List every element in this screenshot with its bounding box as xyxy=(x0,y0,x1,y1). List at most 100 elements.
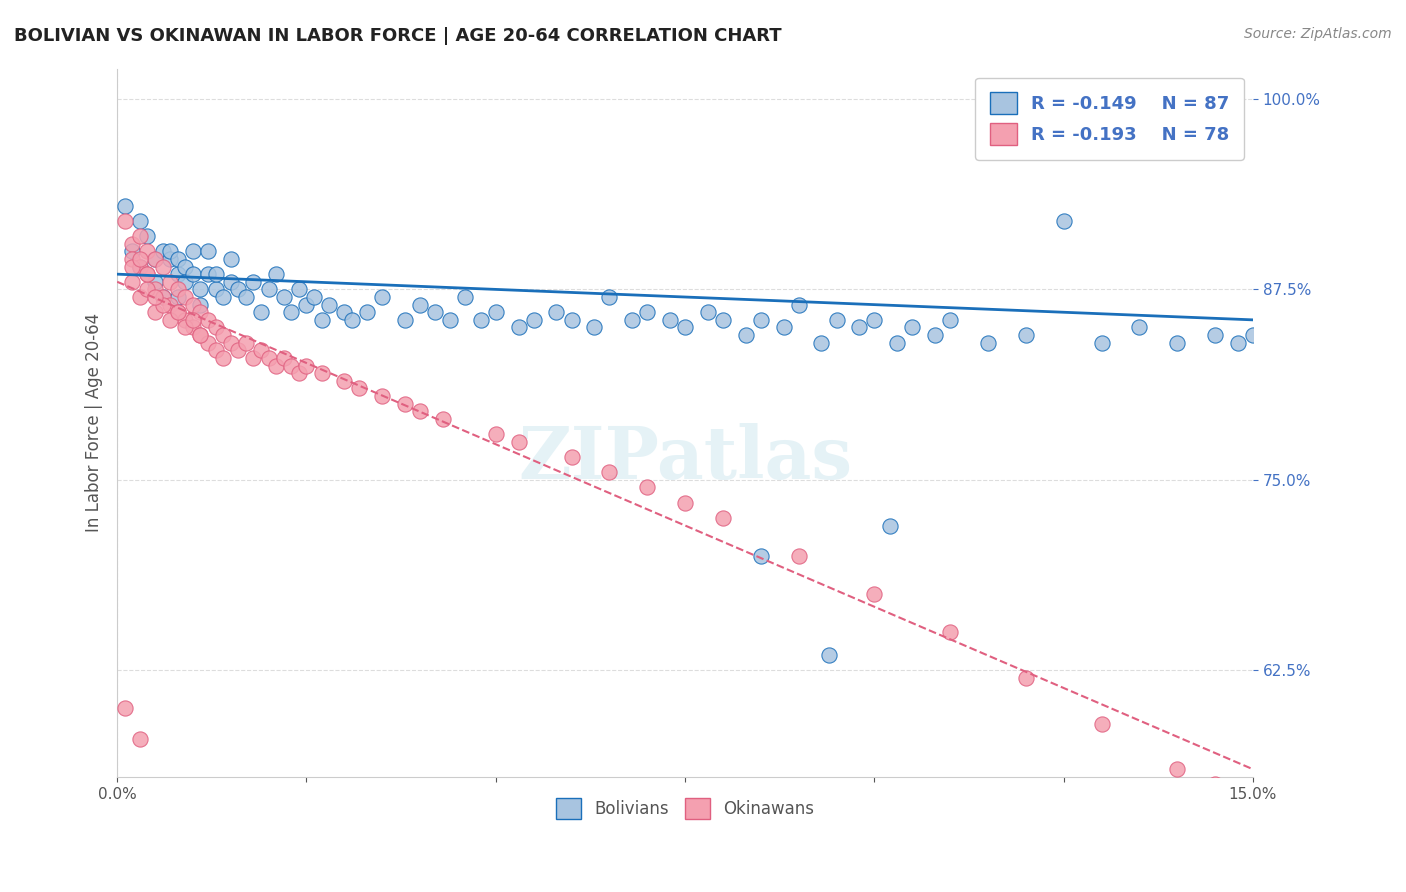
Point xyxy=(302,290,325,304)
Point xyxy=(485,305,508,319)
Point xyxy=(166,267,188,281)
Point xyxy=(166,290,188,304)
Point xyxy=(129,290,152,304)
Point xyxy=(394,397,416,411)
Point xyxy=(242,351,264,365)
Point xyxy=(121,236,143,251)
Point xyxy=(190,282,212,296)
Point xyxy=(485,427,508,442)
Point xyxy=(621,313,644,327)
Point xyxy=(749,549,772,563)
Point xyxy=(825,313,848,327)
Point xyxy=(114,199,136,213)
Point xyxy=(273,351,295,365)
Point xyxy=(166,305,188,319)
Point xyxy=(560,450,582,464)
Point xyxy=(257,282,280,296)
Point xyxy=(333,305,356,319)
Point xyxy=(228,282,250,296)
Text: ZIPatlas: ZIPatlas xyxy=(517,423,852,493)
Point xyxy=(848,320,870,334)
Point xyxy=(1241,793,1264,807)
Point xyxy=(560,313,582,327)
Point xyxy=(432,412,454,426)
Point xyxy=(636,480,658,494)
Point xyxy=(288,366,311,380)
Point xyxy=(318,298,340,312)
Point xyxy=(136,244,159,259)
Point xyxy=(174,313,197,327)
Point xyxy=(219,275,242,289)
Point xyxy=(181,267,204,281)
Point xyxy=(1204,777,1226,791)
Point xyxy=(159,298,181,312)
Point xyxy=(212,290,235,304)
Point xyxy=(1090,716,1112,731)
Point xyxy=(977,335,1000,350)
Point xyxy=(212,351,235,365)
Point xyxy=(863,587,886,601)
Point xyxy=(749,313,772,327)
Point xyxy=(212,328,235,343)
Point xyxy=(143,305,166,319)
Point xyxy=(197,267,219,281)
Point xyxy=(152,838,174,853)
Point xyxy=(121,244,143,259)
Point xyxy=(1204,328,1226,343)
Point xyxy=(204,320,226,334)
Point xyxy=(181,298,204,312)
Point xyxy=(264,359,287,373)
Point xyxy=(810,335,832,350)
Point xyxy=(1166,335,1188,350)
Point xyxy=(143,252,166,266)
Point xyxy=(114,701,136,715)
Point xyxy=(152,260,174,274)
Point xyxy=(143,252,166,266)
Point xyxy=(508,434,530,449)
Point xyxy=(696,305,718,319)
Point xyxy=(711,313,734,327)
Point xyxy=(174,290,197,304)
Point xyxy=(166,305,188,319)
Point xyxy=(1015,671,1038,685)
Point xyxy=(711,511,734,525)
Point xyxy=(181,244,204,259)
Point xyxy=(235,290,257,304)
Point xyxy=(190,328,212,343)
Point xyxy=(1226,335,1249,350)
Point xyxy=(152,298,174,312)
Point xyxy=(508,320,530,334)
Point xyxy=(939,313,962,327)
Point xyxy=(190,298,212,312)
Point xyxy=(598,465,620,479)
Point xyxy=(159,275,181,289)
Y-axis label: In Labor Force | Age 20-64: In Labor Force | Age 20-64 xyxy=(86,313,103,533)
Point xyxy=(787,549,810,563)
Point xyxy=(129,731,152,746)
Legend: Bolivians, Okinawans: Bolivians, Okinawans xyxy=(548,791,821,825)
Point xyxy=(174,275,197,289)
Point xyxy=(152,290,174,304)
Text: Source: ZipAtlas.com: Source: ZipAtlas.com xyxy=(1244,27,1392,41)
Point xyxy=(311,313,333,327)
Point xyxy=(197,313,219,327)
Point xyxy=(470,313,492,327)
Point xyxy=(166,282,188,296)
Point xyxy=(546,305,568,319)
Point xyxy=(114,869,136,883)
Point xyxy=(174,260,197,274)
Point xyxy=(143,290,166,304)
Point xyxy=(1241,328,1264,343)
Point xyxy=(152,290,174,304)
Point xyxy=(288,282,311,296)
Point xyxy=(439,313,461,327)
Point xyxy=(242,275,264,289)
Point xyxy=(924,328,946,343)
Point xyxy=(121,260,143,274)
Point xyxy=(425,305,447,319)
Point xyxy=(772,320,794,334)
Point xyxy=(356,305,378,319)
Point xyxy=(454,290,477,304)
Point xyxy=(219,335,242,350)
Point xyxy=(204,267,226,281)
